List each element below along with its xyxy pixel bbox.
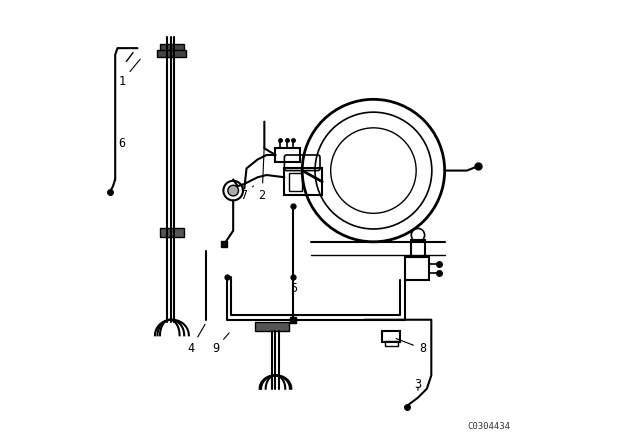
Bar [255, 322, 289, 331]
Text: 4: 4 [188, 324, 205, 355]
Bar [412, 240, 424, 258]
Bar [385, 341, 398, 346]
Bar [157, 50, 186, 57]
Circle shape [228, 185, 239, 196]
Text: 7: 7 [241, 186, 253, 202]
Text: 5: 5 [290, 277, 297, 295]
Text: 6: 6 [115, 135, 125, 151]
Bar [284, 168, 322, 195]
Bar [382, 331, 400, 342]
Bar [289, 173, 302, 190]
Bar [160, 44, 184, 55]
Text: 2: 2 [259, 146, 266, 202]
Bar [160, 228, 184, 237]
Text: 1: 1 [118, 59, 140, 88]
Text: 9: 9 [212, 333, 229, 355]
Text: 3: 3 [414, 378, 422, 391]
Text: 8: 8 [396, 339, 426, 355]
Bar [275, 148, 300, 162]
Text: C0304434: C0304434 [468, 422, 511, 431]
Bar [404, 258, 429, 280]
